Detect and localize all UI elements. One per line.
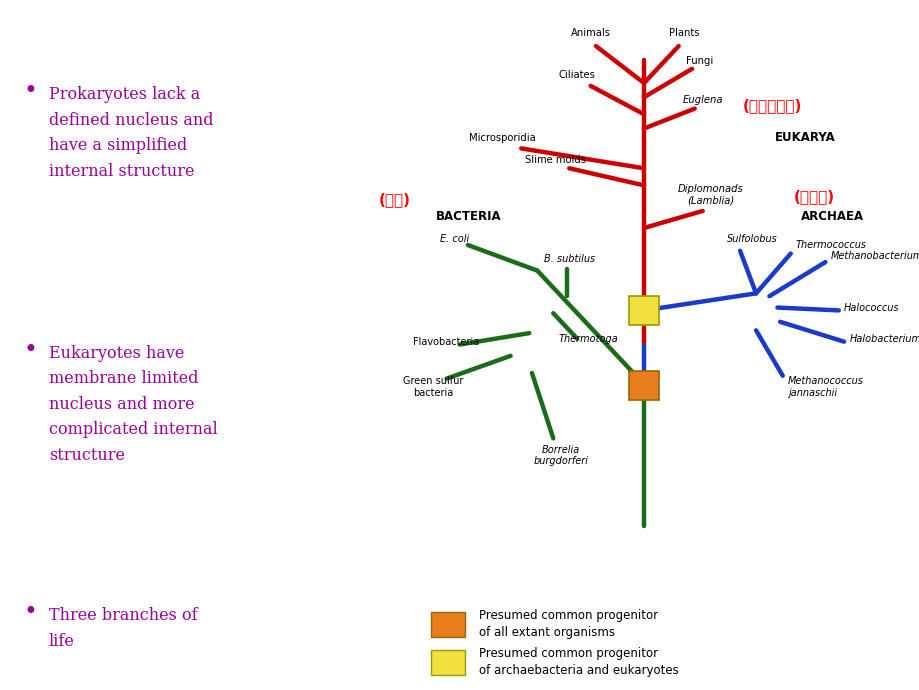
Text: •: • xyxy=(23,79,37,104)
Text: ARCHAEA: ARCHAEA xyxy=(800,210,864,223)
Text: Thermococcus: Thermococcus xyxy=(795,240,866,250)
Text: Borrelia
burgdorferi: Borrelia burgdorferi xyxy=(533,444,588,466)
Text: Thermotoga: Thermotoga xyxy=(558,334,618,344)
Text: Sulfolobus: Sulfolobus xyxy=(726,235,777,244)
Text: Ciliates: Ciliates xyxy=(558,70,596,80)
Text: Eukaryotes have
membrane limited
nucleus and more
complicated internal
structure: Eukaryotes have membrane limited nucleus… xyxy=(49,345,217,464)
Text: Microsporidia: Microsporidia xyxy=(469,132,536,143)
Text: Halobacterium: Halobacterium xyxy=(848,334,919,344)
Text: •: • xyxy=(23,338,37,362)
Text: Methanococcus
jannaschii: Methanococcus jannaschii xyxy=(788,376,863,398)
Text: Methanobacterium: Methanobacterium xyxy=(830,251,919,262)
Text: Presumed common progenitor
of archaebacteria and eukaryotes: Presumed common progenitor of archaebact… xyxy=(478,647,677,678)
Text: E. coli: E. coli xyxy=(439,235,469,244)
Text: Euglena: Euglena xyxy=(682,95,722,105)
Text: Fungi: Fungi xyxy=(686,56,713,66)
Text: Plants: Plants xyxy=(668,28,698,37)
Text: EUKARYA: EUKARYA xyxy=(774,130,834,144)
Text: Presumed common progenitor
of all extant organisms: Presumed common progenitor of all extant… xyxy=(478,609,657,640)
Text: Diplomonads
(Lamblia): Diplomonads (Lamblia) xyxy=(677,184,743,205)
Text: Flavobacteria: Flavobacteria xyxy=(413,337,479,346)
Text: (细菌): (细菌) xyxy=(378,192,410,207)
Bar xyxy=(430,650,465,676)
Text: Three branches of
life: Three branches of life xyxy=(49,607,198,650)
Text: BACTERIA: BACTERIA xyxy=(436,210,501,223)
Text: (真核生物界): (真核生物界) xyxy=(742,98,801,113)
Bar xyxy=(629,371,658,400)
Text: Green sulfur
bacteria: Green sulfur bacteria xyxy=(403,376,463,398)
Text: (古细菌): (古细菌) xyxy=(792,189,834,204)
Text: B. subtilus: B. subtilus xyxy=(543,254,595,264)
Bar xyxy=(430,611,465,637)
Text: Animals: Animals xyxy=(570,28,610,37)
Bar xyxy=(629,295,658,325)
Text: Slime molds: Slime molds xyxy=(525,155,585,166)
Text: Halococcus: Halococcus xyxy=(844,302,899,313)
Text: Prokaryotes lack a
defined nucleus and
have a simplified
internal structure: Prokaryotes lack a defined nucleus and h… xyxy=(49,86,213,179)
Text: •: • xyxy=(23,600,37,624)
